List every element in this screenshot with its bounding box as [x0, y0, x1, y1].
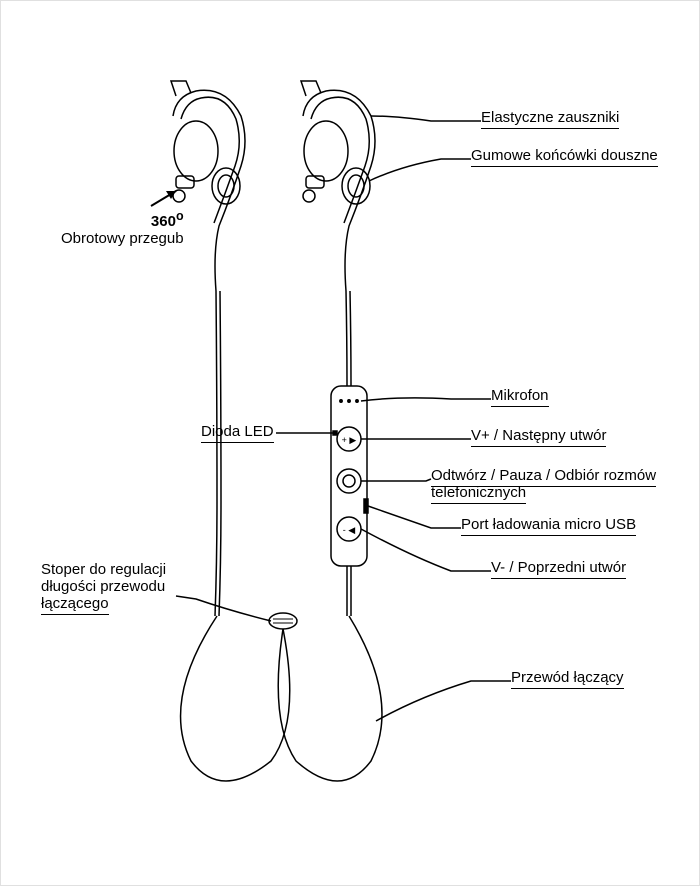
play-pause-label: Odtwórz / Pauza / Odbiór rozmów telefoni…: [431, 467, 681, 501]
vol-down-label: V- / Poprzedni utwór: [491, 559, 626, 579]
usb-label: Port ładowania micro USB: [461, 516, 636, 536]
mic-label: Mikrofon: [491, 387, 549, 407]
rotation-label: 360o Obrotowy przegub: [61, 209, 184, 247]
svg-text:- ◀: - ◀: [343, 525, 355, 535]
svg-text:+ ▶: + ▶: [342, 435, 357, 445]
led-label: Dioda LED: [201, 423, 274, 443]
ear-hooks-label: Elastyczne zauszniki: [481, 109, 619, 129]
ear-tips-label: Gumowe końcówki douszne: [471, 147, 658, 167]
stopper-label: Stoper do regulacji długości przewodu łą…: [41, 561, 166, 615]
vol-up-label: V+ / Następny utwór: [471, 427, 606, 447]
cable-label: Przewód łączący: [511, 669, 624, 689]
